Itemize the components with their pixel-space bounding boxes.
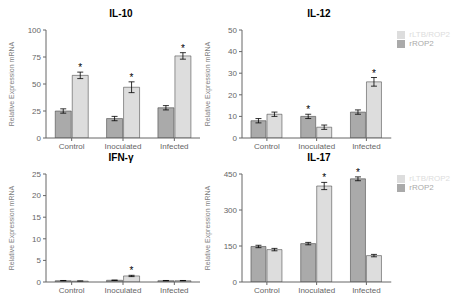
svg-text:450: 450 xyxy=(224,170,238,179)
html-text:IL-12: IL-12 xyxy=(307,8,331,19)
svg-text:0: 0 xyxy=(37,278,42,287)
svg-text:10: 10 xyxy=(32,235,41,244)
html-text:IFN-γ: IFN-γ xyxy=(108,152,134,163)
svg-text:Inoculated: Inoculated xyxy=(298,286,335,295)
svg-text:Inoculated: Inoculated xyxy=(298,142,335,151)
svg-text:*: * xyxy=(372,68,376,79)
svg-text:Inoculated: Inoculated xyxy=(105,286,142,295)
svg-text:20: 20 xyxy=(228,91,237,100)
svg-text:*: * xyxy=(181,43,185,54)
svg-text:0: 0 xyxy=(37,134,42,143)
html-text:rROP2: rROP2 xyxy=(409,183,434,192)
svg-text:Relative Expression mRNA: Relative Expression mRNA xyxy=(204,41,212,126)
svg-text:Inoculated: Inoculated xyxy=(105,142,142,151)
svg-text:20: 20 xyxy=(32,191,41,200)
html-text:rLTB/ROP2: rLTB/ROP2 xyxy=(409,30,450,39)
svg-text:*: * xyxy=(322,172,326,183)
svg-text:Control: Control xyxy=(59,142,85,151)
svg-text:75: 75 xyxy=(32,53,41,62)
svg-text:25: 25 xyxy=(32,170,41,179)
svg-text:25: 25 xyxy=(32,107,41,116)
svg-text:50: 50 xyxy=(32,80,41,89)
svg-text:Infected: Infected xyxy=(352,286,380,295)
svg-text:150: 150 xyxy=(224,242,238,251)
svg-text:Infected: Infected xyxy=(160,286,188,295)
html-text:IL-17: IL-17 xyxy=(307,152,331,163)
html-text:rLTB/ROP2: rLTB/ROP2 xyxy=(409,174,450,183)
svg-text:50: 50 xyxy=(228,26,237,35)
svg-text:Control: Control xyxy=(254,286,280,295)
svg-text:300: 300 xyxy=(224,206,238,215)
svg-text:0: 0 xyxy=(233,278,238,287)
svg-text:*: * xyxy=(306,104,310,115)
svg-text:Infected: Infected xyxy=(160,142,188,151)
svg-text:Control: Control xyxy=(254,142,280,151)
svg-text:Relative Expression mRNA: Relative Expression mRNA xyxy=(8,185,16,270)
svg-text:Control: Control xyxy=(59,286,85,295)
svg-text:5: 5 xyxy=(37,256,42,265)
svg-text:*: * xyxy=(130,72,134,83)
svg-text:30: 30 xyxy=(228,69,237,78)
html-text:IL-10: IL-10 xyxy=(109,8,133,19)
svg-text:*: * xyxy=(130,265,134,276)
svg-text:Relative Expression mRNA: Relative Expression mRNA xyxy=(204,185,212,270)
svg-text:0: 0 xyxy=(233,134,238,143)
html-text:rROP2: rROP2 xyxy=(409,39,434,48)
svg-text:*: * xyxy=(356,167,360,178)
svg-text:100: 100 xyxy=(28,26,42,35)
svg-text:40: 40 xyxy=(228,47,237,56)
svg-text:Relative Expression mRNA: Relative Expression mRNA xyxy=(8,41,16,126)
svg-text:*: * xyxy=(78,62,82,73)
svg-text:Infected: Infected xyxy=(352,142,380,151)
svg-text:10: 10 xyxy=(228,112,237,121)
svg-text:15: 15 xyxy=(32,213,41,222)
